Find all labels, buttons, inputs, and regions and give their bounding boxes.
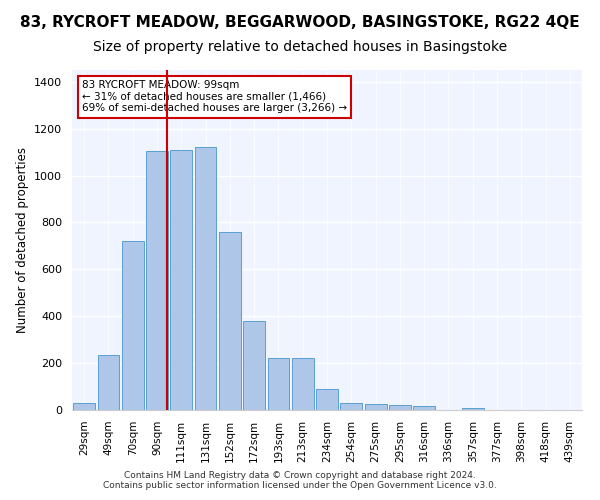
Bar <box>292 358 314 410</box>
Y-axis label: Number of detached properties: Number of detached properties <box>16 147 29 333</box>
Bar <box>73 403 95 410</box>
Text: Contains HM Land Registry data © Crown copyright and database right 2024.
Contai: Contains HM Land Registry data © Crown c… <box>103 470 497 490</box>
Bar <box>268 358 289 410</box>
Bar <box>219 232 241 410</box>
Text: 83, RYCROFT MEADOW, BEGGARWOOD, BASINGSTOKE, RG22 4QE: 83, RYCROFT MEADOW, BEGGARWOOD, BASINGST… <box>20 15 580 30</box>
Text: Size of property relative to detached houses in Basingstoke: Size of property relative to detached ho… <box>93 40 507 54</box>
Bar <box>243 321 265 410</box>
Bar <box>194 148 217 410</box>
Bar <box>365 404 386 410</box>
Bar <box>462 408 484 410</box>
Bar <box>316 389 338 410</box>
Bar <box>389 405 411 410</box>
Bar <box>170 150 192 410</box>
Text: 83 RYCROFT MEADOW: 99sqm
← 31% of detached houses are smaller (1,466)
69% of sem: 83 RYCROFT MEADOW: 99sqm ← 31% of detach… <box>82 80 347 114</box>
Bar <box>413 406 435 410</box>
Bar <box>97 355 119 410</box>
Bar <box>340 403 362 410</box>
Bar <box>146 151 168 410</box>
Bar <box>122 241 143 410</box>
